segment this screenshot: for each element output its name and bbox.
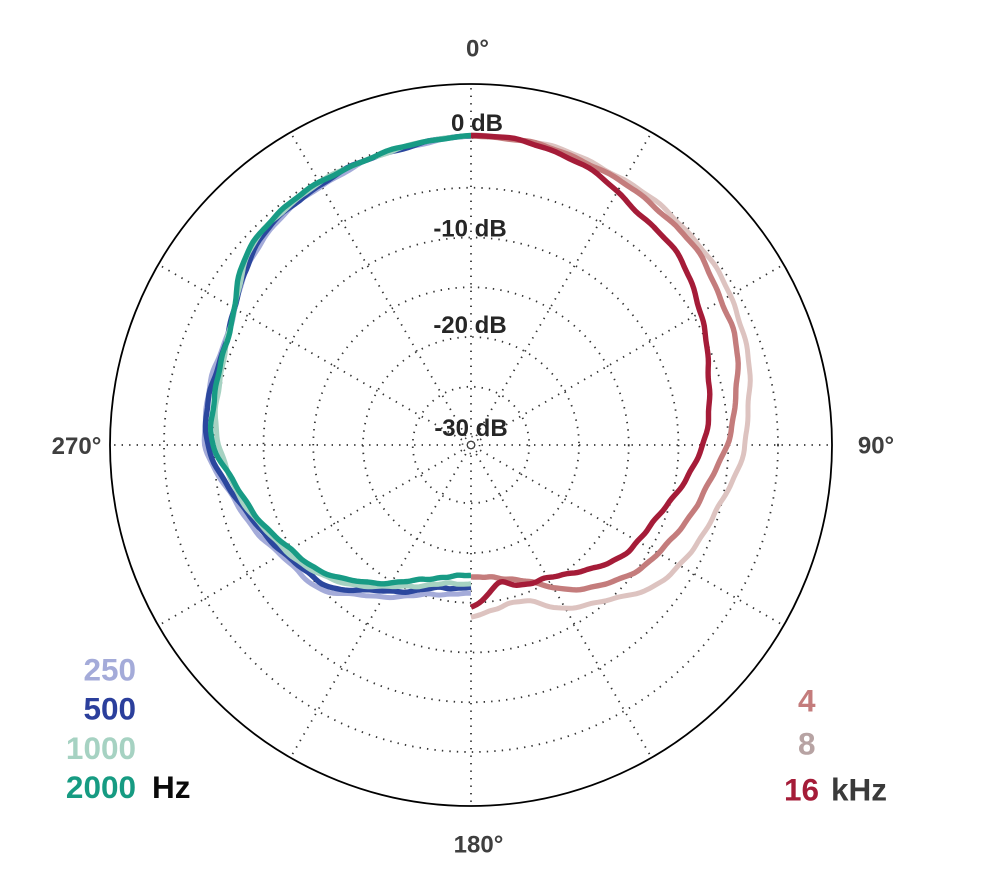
svg-text:180°: 180° <box>454 832 504 859</box>
svg-text:500: 500 <box>83 691 136 727</box>
svg-text:kHz: kHz <box>831 772 887 808</box>
svg-text:4: 4 <box>798 682 816 718</box>
svg-text:0 dB: 0 dB <box>451 110 503 137</box>
svg-text:-10 dB: -10 dB <box>433 216 506 243</box>
svg-text:16: 16 <box>784 772 819 808</box>
svg-text:270°: 270° <box>52 433 102 460</box>
svg-text:90°: 90° <box>858 433 894 460</box>
svg-text:Hz: Hz <box>152 769 191 805</box>
svg-text:2000: 2000 <box>66 769 136 805</box>
svg-text:1000: 1000 <box>66 730 136 766</box>
svg-text:0°: 0° <box>466 36 489 63</box>
svg-text:-30 dB: -30 dB <box>434 415 507 442</box>
svg-text:250: 250 <box>83 651 136 687</box>
svg-text:-20 dB: -20 dB <box>433 312 506 339</box>
svg-text:8: 8 <box>798 725 816 761</box>
